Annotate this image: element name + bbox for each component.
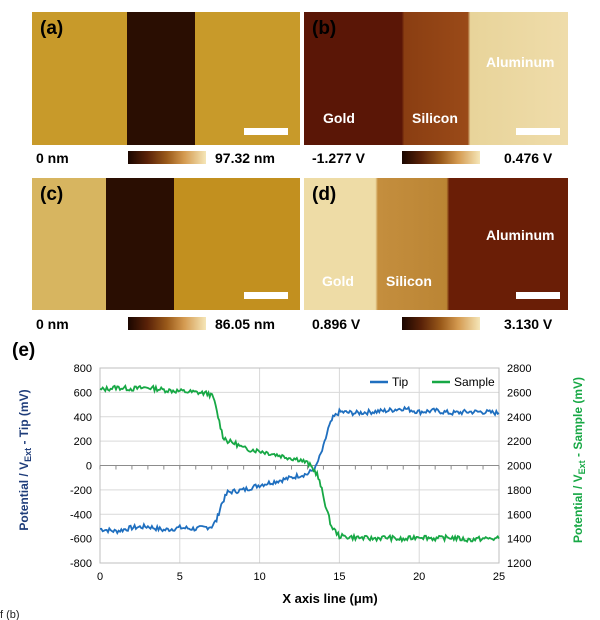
panel-b-image bbox=[304, 12, 568, 145]
material-label-silicon: Silicon bbox=[386, 273, 432, 289]
panel-e-label: (e) bbox=[12, 340, 35, 361]
right-tick-label: 2000 bbox=[507, 461, 531, 473]
right-axis-ticks: 2800 2600 2400 2200 2000 1800 1600 1400 1200 bbox=[507, 363, 531, 570]
right-axis-label: Potential / VExt - Sample (mV) bbox=[571, 377, 587, 543]
series-lines bbox=[99, 384, 500, 544]
right-axis-label-part: Potential / V bbox=[571, 474, 585, 543]
material-label-gold: Gold bbox=[323, 110, 355, 126]
right-tick-label: 2600 bbox=[507, 387, 531, 399]
series-tip-line bbox=[99, 405, 500, 536]
panel-a-colorbar-max: 97.32 nm bbox=[215, 150, 275, 166]
legend: Tip Sample bbox=[370, 375, 495, 389]
left-tick-label: -200 bbox=[70, 485, 92, 497]
x-axis-ticks: 0 5 10 15 20 25 bbox=[97, 571, 505, 583]
panel-c-label: (c) bbox=[40, 184, 64, 205]
right-tick-label: 1600 bbox=[507, 509, 531, 521]
right-axis-label-subscript: Ext bbox=[577, 460, 587, 474]
left-axis-label-part: Potential / V bbox=[17, 462, 31, 531]
panel-b-colorbar-max: 0.476 V bbox=[504, 150, 553, 166]
left-axis-label-part: - Tip (mV) bbox=[17, 389, 31, 447]
material-label-silicon: Silicon bbox=[412, 110, 458, 126]
right-tick-label: 2200 bbox=[507, 436, 531, 448]
left-axis-label: Potential / VExt - Tip (mV) bbox=[17, 389, 33, 530]
material-label-gold: Gold bbox=[322, 273, 354, 289]
left-tick-label: 800 bbox=[74, 363, 92, 375]
trench-region bbox=[106, 178, 174, 310]
trench-region bbox=[127, 12, 195, 145]
panel-d-colorbar-max: 3.130 V bbox=[504, 316, 553, 332]
left-tick-label: 0 bbox=[86, 461, 92, 473]
left-tick-label: 200 bbox=[74, 436, 92, 448]
panel-d-label: (d) bbox=[312, 184, 337, 205]
panel-d-colorbar-min: 0.896 V bbox=[312, 316, 361, 332]
x-tick-label: 25 bbox=[493, 571, 505, 583]
panel-c-colorbar-max: 86.05 nm bbox=[215, 316, 275, 332]
x-tick-label: 0 bbox=[97, 571, 103, 583]
axes bbox=[99, 367, 500, 564]
legend-label-tip: Tip bbox=[392, 375, 409, 389]
scale-bar bbox=[516, 292, 560, 299]
series-sample-line bbox=[99, 384, 500, 544]
panel-b-label: (b) bbox=[312, 18, 337, 39]
left-tick-label: -600 bbox=[70, 534, 92, 546]
scale-bar bbox=[244, 292, 288, 299]
panel-d-colorbar bbox=[402, 317, 480, 330]
left-tick-label: -400 bbox=[70, 509, 92, 521]
panel-a-image bbox=[32, 12, 300, 145]
right-tick-label: 1200 bbox=[507, 558, 531, 570]
panel-d-image bbox=[304, 178, 568, 310]
panel-c-image bbox=[32, 178, 300, 310]
material-label-aluminum: Aluminum bbox=[486, 227, 555, 243]
x-axis-label: X axis line (μm) bbox=[282, 591, 377, 606]
panel-a-label: (a) bbox=[40, 18, 64, 39]
left-tick-label: -800 bbox=[70, 558, 92, 570]
scale-bar bbox=[516, 128, 560, 135]
panel-c-colorbar bbox=[128, 317, 206, 330]
right-tick-label: 2800 bbox=[507, 363, 531, 375]
right-region bbox=[174, 178, 300, 310]
panel-b-colorbar bbox=[402, 151, 480, 164]
x-tick-label: 5 bbox=[177, 571, 183, 583]
left-axis-label-subscript: Ext bbox=[23, 448, 33, 462]
panel-a-colorbar-min: 0 nm bbox=[36, 150, 69, 166]
x-tick-label: 20 bbox=[413, 571, 425, 583]
right-axis-label-part: - Sample (mV) bbox=[571, 377, 585, 460]
x-tick-label: 10 bbox=[253, 571, 265, 583]
legend-label-sample: Sample bbox=[454, 375, 495, 389]
left-tick-label: 600 bbox=[74, 387, 92, 399]
scale-bar bbox=[244, 128, 288, 135]
x-tick-label: 15 bbox=[333, 571, 345, 583]
material-label-aluminum: Aluminum bbox=[486, 54, 555, 70]
caption-fragment: f (b) bbox=[0, 609, 20, 620]
left-tick-label: 400 bbox=[74, 412, 92, 424]
panel-c-colorbar-min: 0 nm bbox=[36, 316, 69, 332]
panel-a-colorbar bbox=[128, 151, 206, 164]
panel-b-colorbar-min: -1.277 V bbox=[312, 150, 365, 166]
right-tick-label: 1400 bbox=[507, 534, 531, 546]
right-tick-label: 2400 bbox=[507, 412, 531, 424]
right-tick-label: 1800 bbox=[507, 485, 531, 497]
left-axis-ticks: 800 600 400 200 0 -200 -400 -600 -800 bbox=[70, 363, 92, 570]
